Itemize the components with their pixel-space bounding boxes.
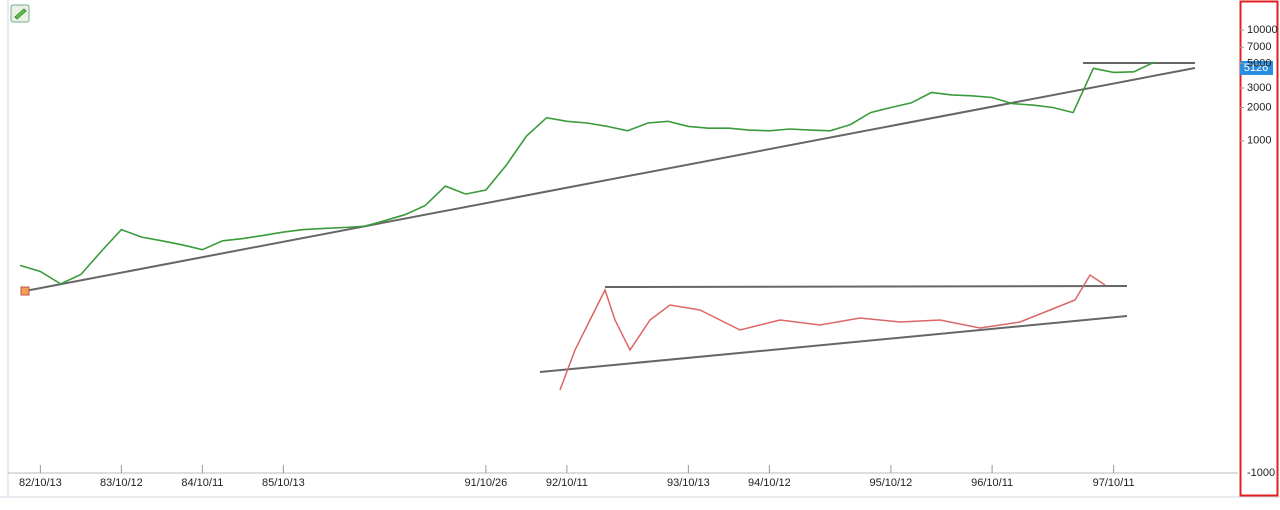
last-price-label: 5126 [1244,62,1268,74]
trend-line [604,285,1128,288]
trend-line [539,315,1128,373]
trend-line [24,67,1196,292]
pencil-glyph [14,8,27,20]
x-tick-label: 95/10/12 [869,477,912,489]
y-tick-label: 2000 [1247,101,1271,113]
x-tick-label: 91/10/26 [464,477,507,489]
lower-pane-trace [559,273,1106,391]
y-tick-label: 1000 [1247,135,1271,147]
price-axis-frame [1239,0,1279,497]
x-tick-label: 92/10/11 [546,477,588,489]
x-tick-label: 97/10/11 [1093,477,1135,489]
x-tick-label: 85/10/13 [262,477,305,489]
y-tick-label: 3000 [1247,82,1271,94]
y-tick-label: 5000 [1247,57,1271,69]
anchor-point[interactable] [20,286,30,296]
y-tick-label: 7000 [1247,41,1271,53]
x-tick-label: 94/10/12 [748,477,791,489]
x-tick-label: 93/10/13 [667,477,710,489]
last-price-box [1240,61,1273,75]
x-tick-label: 96/10/11 [971,477,1013,489]
y-tick-label: 10000 [1247,24,1278,36]
y-tick-label: -1000 [1247,467,1275,479]
price-line [19,61,1155,285]
x-tick-label: 82/10/13 [19,477,62,489]
x-tick-label: 83/10/12 [100,477,143,489]
x-tick-label: 84/10/11 [181,477,223,489]
